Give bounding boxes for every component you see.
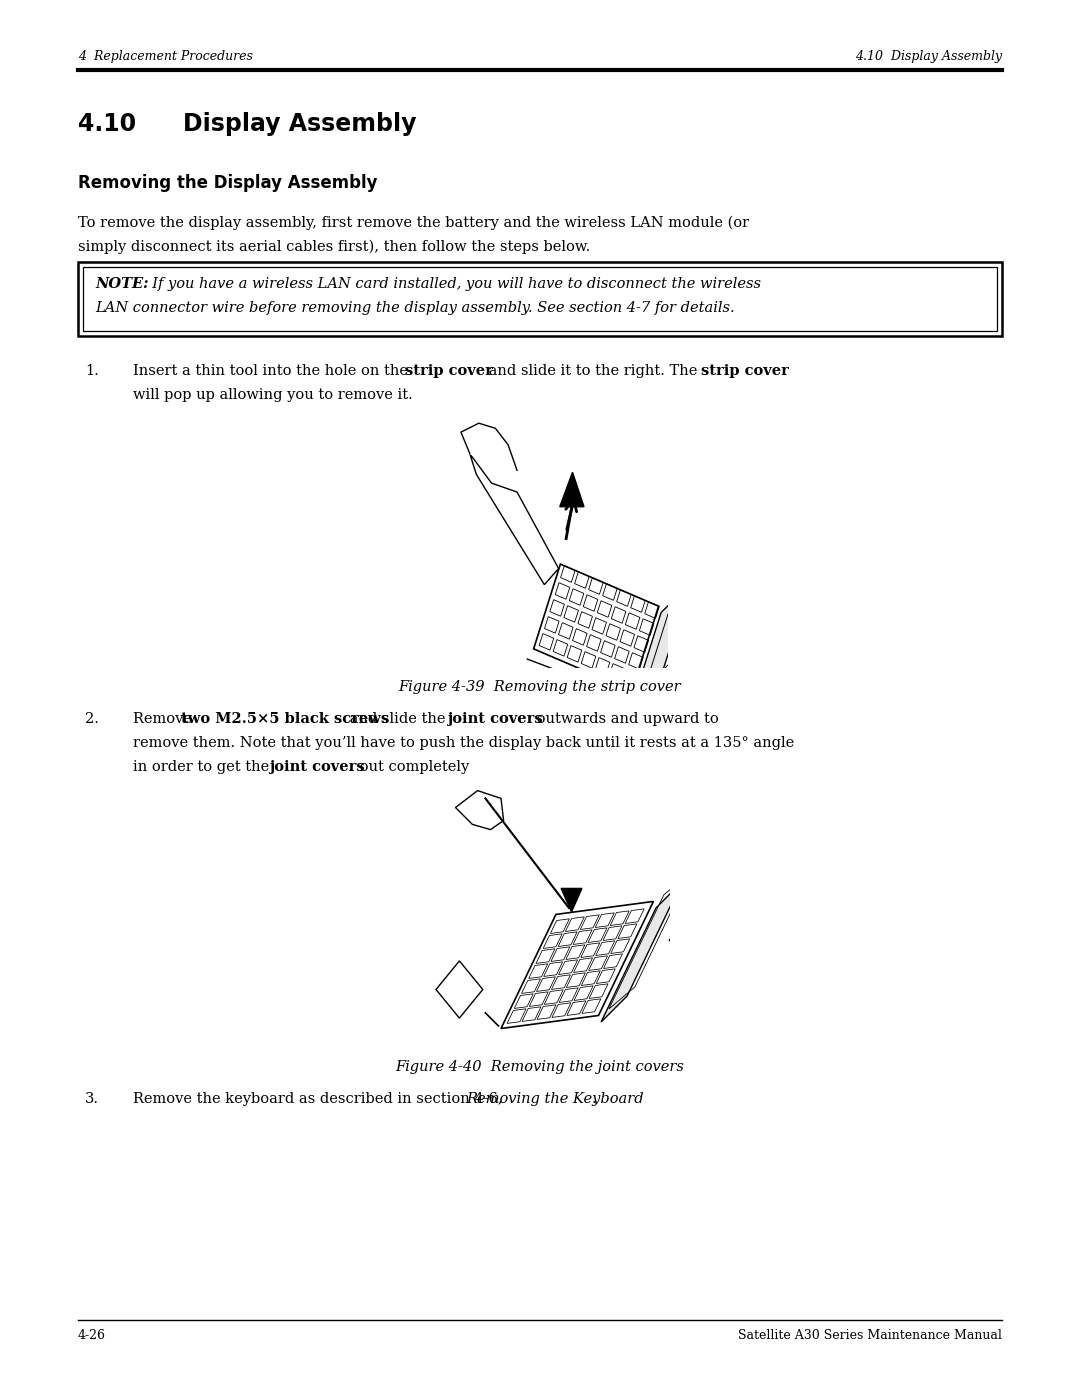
Polygon shape [456, 791, 503, 830]
Text: .: . [592, 1092, 596, 1106]
Text: remove them. Note that you’ll have to push the display back until it rests at a : remove them. Note that you’ll have to pu… [133, 736, 794, 750]
Text: Remove: Remove [133, 712, 197, 726]
Text: simply disconnect its aerial cables first), then follow the steps below.: simply disconnect its aerial cables firs… [78, 240, 591, 254]
Polygon shape [692, 897, 716, 919]
Polygon shape [470, 454, 558, 584]
Text: 4-26: 4-26 [78, 1329, 106, 1343]
Text: 4  Replacement Procedures: 4 Replacement Procedures [78, 50, 253, 63]
Text: joint covers: joint covers [447, 712, 542, 726]
Polygon shape [562, 888, 582, 912]
Polygon shape [501, 901, 653, 1028]
FancyBboxPatch shape [83, 267, 997, 331]
Polygon shape [436, 961, 483, 1018]
Text: two M2.5×5 black screws: two M2.5×5 black screws [180, 712, 389, 726]
Text: strip cover: strip cover [405, 365, 492, 379]
Polygon shape [461, 423, 517, 471]
Text: outwards and upward to: outwards and upward to [532, 712, 719, 726]
Text: joint covers: joint covers [269, 760, 365, 774]
Text: will pop up allowing you to remove it.: will pop up allowing you to remove it. [133, 388, 413, 402]
Text: Removing the Display Assembly: Removing the Display Assembly [78, 175, 378, 191]
Text: Satellite A30 Series Maintenance Manual: Satellite A30 Series Maintenance Manual [738, 1329, 1002, 1343]
Text: Figure 4-39  Removing the strip cover: Figure 4-39 Removing the strip cover [399, 680, 681, 694]
Text: NOTE:: NOTE: [95, 277, 149, 291]
Text: LAN connector wire before removing the display assembly. See section 4-7 for det: LAN connector wire before removing the d… [95, 300, 734, 314]
Text: 4.10: 4.10 [78, 112, 136, 136]
Polygon shape [634, 583, 690, 697]
Text: in order to get the: in order to get the [133, 760, 274, 774]
Text: and slide the: and slide the [345, 712, 450, 726]
Text: 4.10  Display Assembly: 4.10 Display Assembly [855, 50, 1002, 63]
Text: If you have a wireless LAN card installed, you will have to disconnect the wirel: If you have a wireless LAN card installe… [143, 277, 761, 291]
Text: 3.: 3. [85, 1092, 99, 1106]
Text: strip cover: strip cover [701, 365, 789, 379]
Text: Display Assembly: Display Assembly [183, 112, 417, 136]
Polygon shape [534, 564, 659, 692]
Text: To remove the display assembly, first remove the battery and the wireless LAN mo: To remove the display assembly, first re… [78, 217, 750, 231]
Text: 2.: 2. [85, 712, 99, 726]
Text: and slide it to the right. The: and slide it to the right. The [484, 365, 702, 379]
Text: Remove the keyboard as described in section 4-6,: Remove the keyboard as described in sect… [133, 1092, 508, 1106]
Text: 1.: 1. [85, 365, 98, 379]
Polygon shape [559, 472, 584, 507]
Text: Insert a thin tool into the hole on the: Insert a thin tool into the hole on the [133, 365, 413, 379]
Text: out completely: out completely [354, 760, 469, 774]
Polygon shape [456, 791, 503, 830]
FancyBboxPatch shape [78, 263, 1002, 337]
Text: Figure 4-40  Removing the joint covers: Figure 4-40 Removing the joint covers [395, 1060, 685, 1074]
Polygon shape [602, 882, 683, 1023]
Polygon shape [669, 908, 716, 951]
Polygon shape [669, 908, 716, 951]
Text: Removing the Keyboard: Removing the Keyboard [467, 1092, 644, 1106]
